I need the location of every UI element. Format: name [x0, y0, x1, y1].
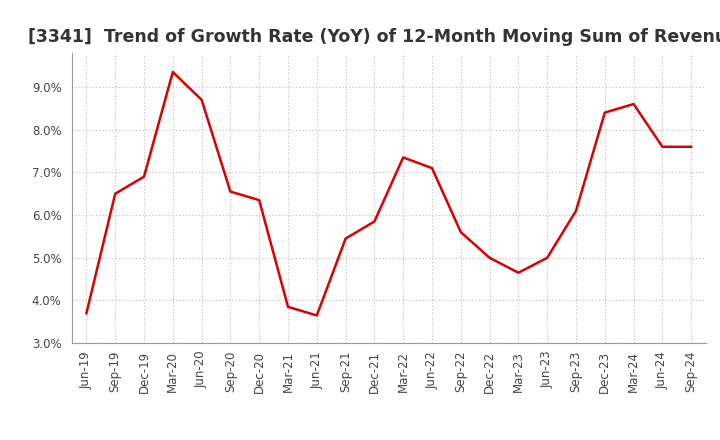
Title: [3341]  Trend of Growth Rate (YoY) of 12-Month Moving Sum of Revenues: [3341] Trend of Growth Rate (YoY) of 12-…: [28, 28, 720, 46]
